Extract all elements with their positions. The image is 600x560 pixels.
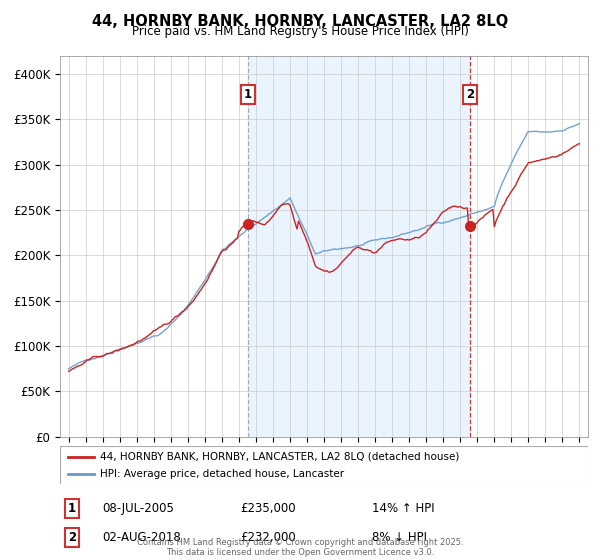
Text: 02-AUG-2018: 02-AUG-2018 (102, 531, 181, 544)
Text: £235,000: £235,000 (240, 502, 296, 515)
Text: Price paid vs. HM Land Registry's House Price Index (HPI): Price paid vs. HM Land Registry's House … (131, 25, 469, 38)
Bar (248, 56, 470, 437)
Text: 1: 1 (244, 87, 252, 101)
Text: 14% ↑ HPI: 14% ↑ HPI (372, 502, 434, 515)
FancyBboxPatch shape (60, 446, 588, 484)
Text: 1: 1 (68, 502, 76, 515)
Text: 44, HORNBY BANK, HORNBY, LANCASTER, LA2 8LQ (detached house): 44, HORNBY BANK, HORNBY, LANCASTER, LA2 … (100, 452, 459, 462)
Text: 44, HORNBY BANK, HORNBY, LANCASTER, LA2 8LQ: 44, HORNBY BANK, HORNBY, LANCASTER, LA2 … (92, 14, 508, 29)
Text: 08-JUL-2005: 08-JUL-2005 (102, 502, 174, 515)
Text: Contains HM Land Registry data © Crown copyright and database right 2025.
This d: Contains HM Land Registry data © Crown c… (137, 538, 463, 557)
Text: 2: 2 (466, 87, 474, 101)
Text: £232,000: £232,000 (240, 531, 296, 544)
Text: 2: 2 (68, 531, 76, 544)
Text: HPI: Average price, detached house, Lancaster: HPI: Average price, detached house, Lanc… (100, 469, 344, 479)
Text: 8% ↓ HPI: 8% ↓ HPI (372, 531, 427, 544)
